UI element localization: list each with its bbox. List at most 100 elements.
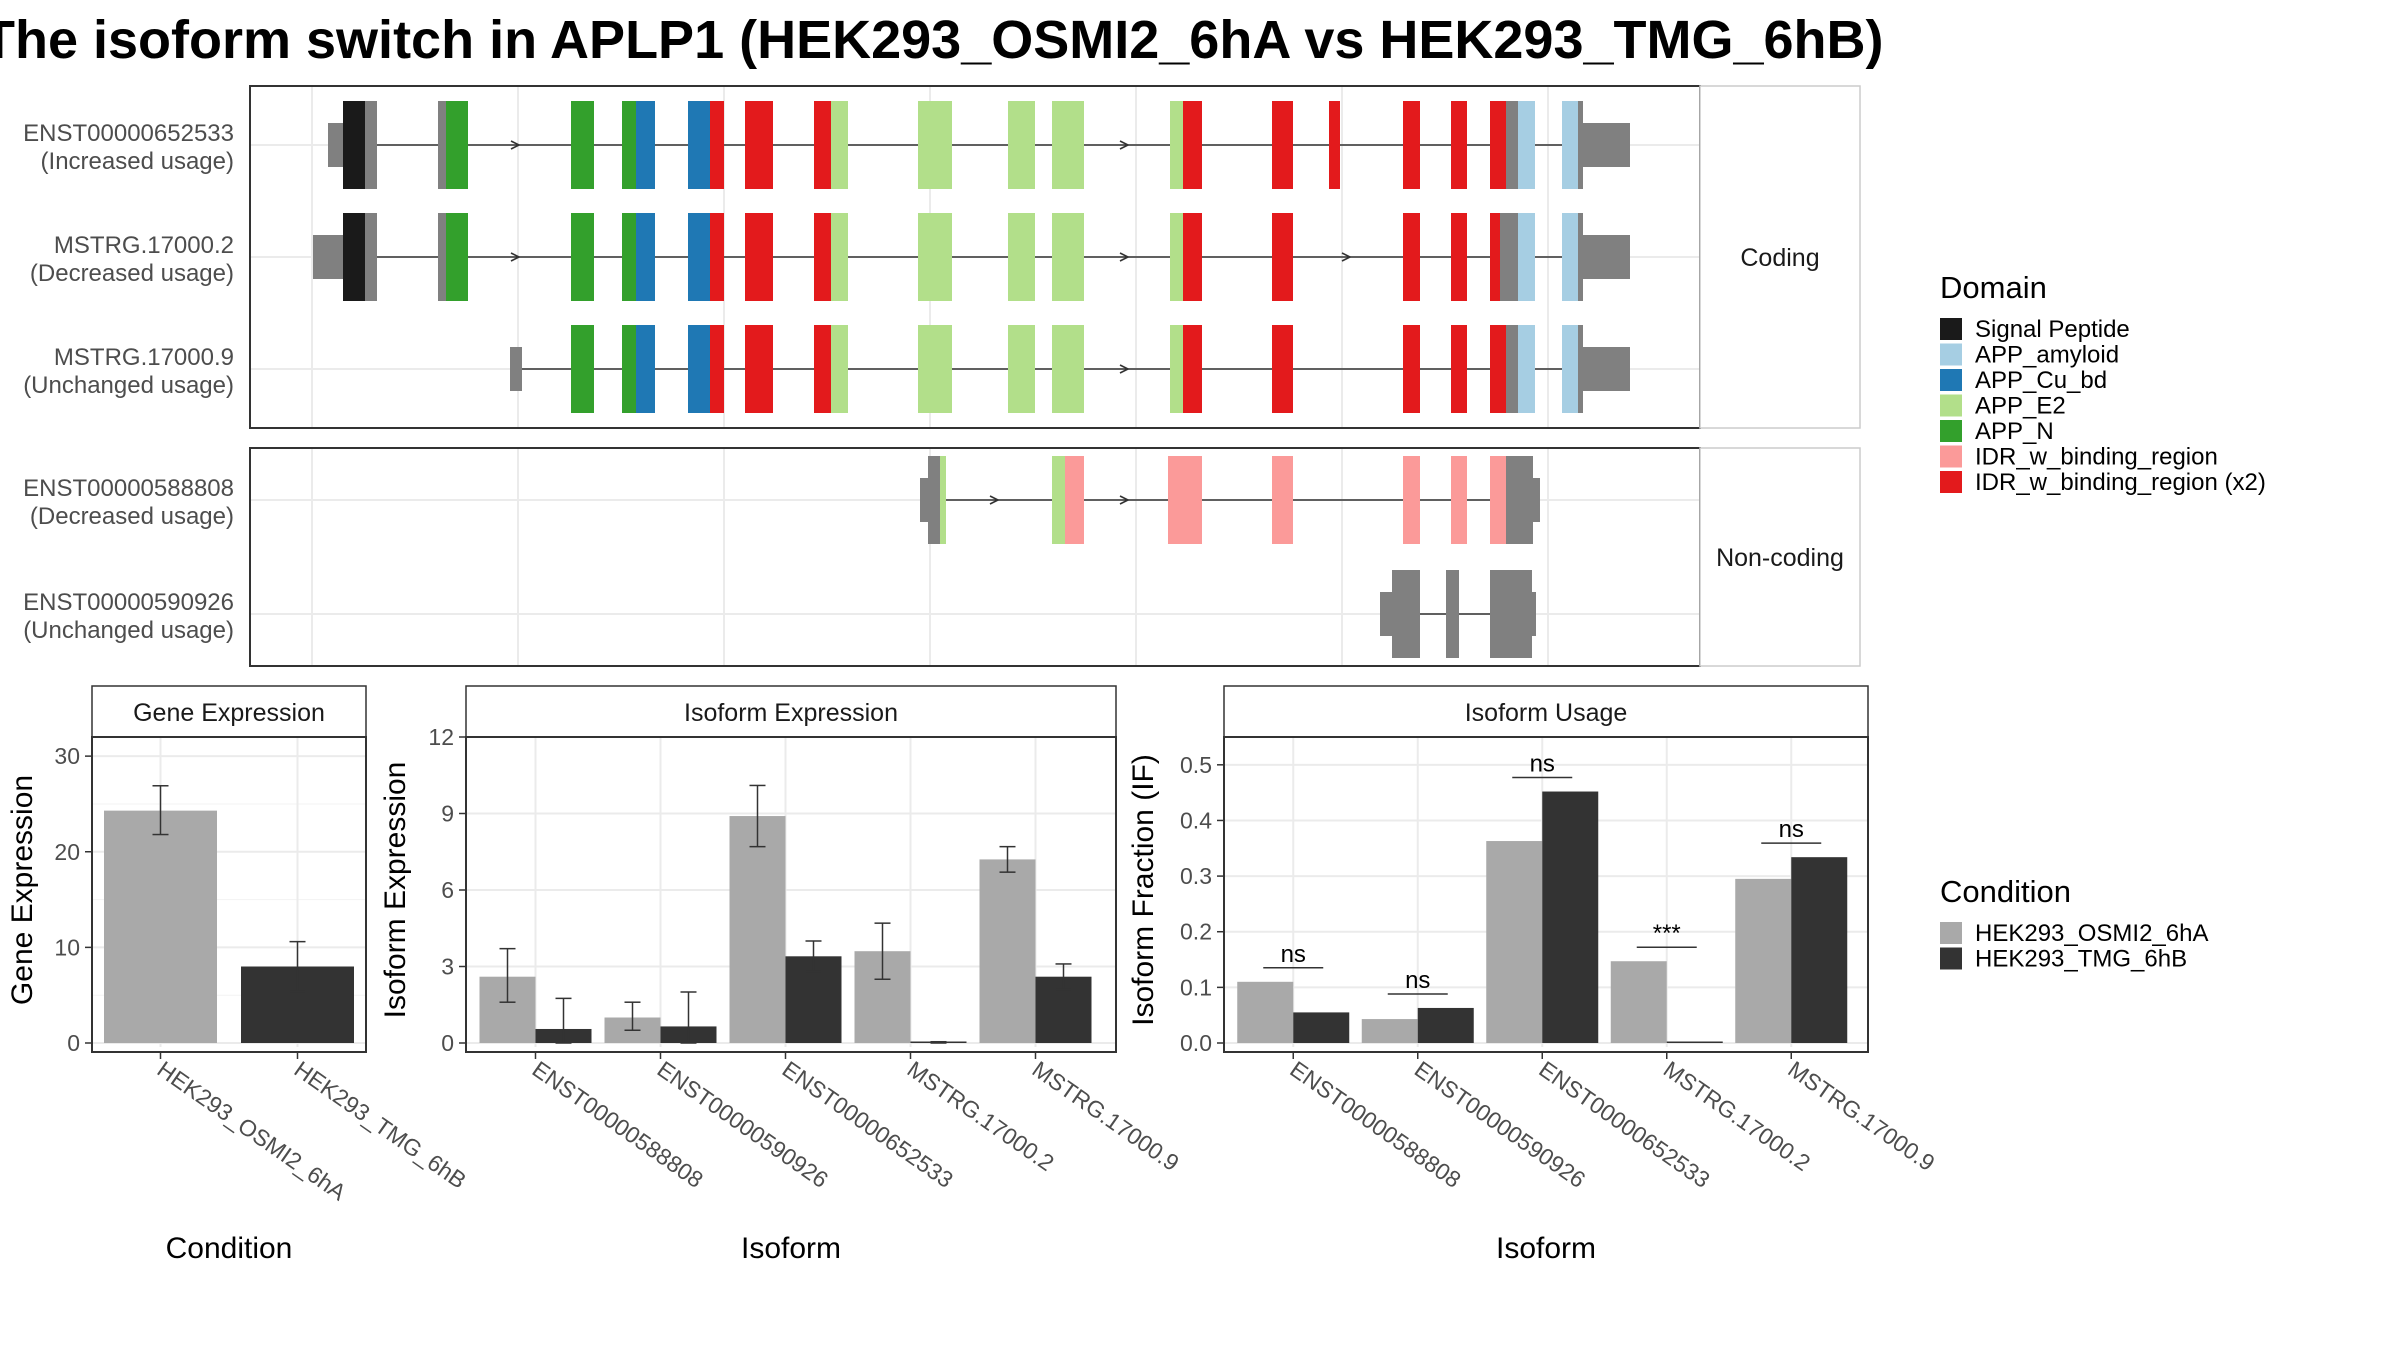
exon-domain	[710, 101, 724, 189]
legend-label: APP_E2	[1975, 393, 2066, 420]
exon-domain	[1052, 325, 1084, 413]
utr-block	[1578, 101, 1583, 189]
exon-domain	[1562, 101, 1578, 189]
utr-block	[438, 101, 446, 189]
exon-domain	[814, 213, 831, 301]
utr-block	[328, 123, 343, 167]
exon-domain	[1272, 213, 1293, 301]
y-tick-label: 20	[54, 839, 80, 865]
exon-domain	[1272, 325, 1293, 413]
exon-domain	[831, 325, 848, 413]
panel-strip	[1699, 85, 1861, 429]
direction-arrow	[1119, 140, 1130, 150]
exon-domain	[1183, 325, 1202, 413]
isoform-usage-label: (Unchanged usage)	[23, 617, 234, 644]
direction-arrow	[989, 495, 1000, 505]
y-axis-title: Isoform Fraction (IF)	[1127, 754, 1160, 1026]
exon-domain	[1490, 456, 1506, 544]
panel-strip-label: Coding	[1740, 244, 1819, 272]
exon-domain	[918, 213, 952, 301]
direction-arrow	[1119, 364, 1130, 374]
isoform-track	[313, 213, 1630, 301]
utr-block	[313, 235, 343, 279]
utr-block	[1578, 213, 1583, 301]
exon-domain	[710, 213, 724, 301]
exon-domain	[814, 101, 831, 189]
exon-domain	[831, 213, 848, 301]
legend-title: Condition	[1940, 874, 2071, 909]
panel-border	[249, 447, 1701, 667]
x-axis-title: Condition	[166, 1232, 293, 1265]
direction-arrow	[1119, 495, 1130, 505]
exon-domain	[622, 101, 636, 189]
isoform-label: ENST00000588808	[23, 475, 234, 502]
y-tick-label: 0.0	[1180, 1030, 1212, 1056]
exon-domain	[1490, 213, 1500, 301]
bar	[104, 810, 217, 1043]
isoform-structure-plot: ENST00000652533(Increased usage) MSTRG.17…	[23, 85, 1861, 667]
domain-legend: Domain Signal PeptideAPP_amyloidAPP_Cu_bd…	[1940, 270, 2266, 496]
significance-label: ***	[1653, 920, 1681, 947]
exon-domain	[918, 325, 952, 413]
exon-domain	[636, 101, 655, 189]
y-tick-label: 3	[441, 954, 454, 980]
chart-strip	[91, 685, 367, 738]
exon-domain	[1008, 213, 1035, 301]
chart-title: Isoform Usage	[1465, 699, 1628, 727]
exon-domain	[343, 101, 365, 189]
exon-domain	[1490, 101, 1506, 189]
y-tick-label: 9	[441, 801, 454, 827]
exon-domain	[1451, 213, 1467, 301]
x-axis-title: Isoform	[741, 1232, 841, 1265]
isoform-usage-label: (Decreased usage)	[30, 503, 234, 530]
legend-title: Domain	[1940, 270, 2047, 305]
utr-block	[1533, 478, 1540, 522]
exon-domain	[1052, 456, 1065, 544]
exon-domain	[1518, 325, 1535, 413]
exon-domain	[918, 101, 952, 189]
exon-domain	[745, 325, 773, 413]
isoform-label: ENST00000590926	[23, 589, 234, 616]
y-tick-label: 30	[54, 743, 80, 769]
exon-domain	[1403, 213, 1420, 301]
legend-label: IDR_w_binding_region (x2)	[1975, 469, 2266, 496]
exon-domain	[446, 101, 468, 189]
y-axis-title: Isoform Expression	[379, 762, 412, 1019]
exon-domain	[1562, 213, 1578, 301]
y-tick-label: 0.5	[1180, 752, 1212, 778]
figure-title: The isoform switch in APLP1 (HEK293_OSMI…	[0, 10, 1884, 70]
legend-key	[1940, 318, 1962, 340]
legend-label: IDR_w_binding_region	[1975, 444, 2218, 471]
exon-domain	[1008, 101, 1035, 189]
exon-domain	[688, 325, 710, 413]
legend-key	[1940, 420, 1962, 442]
significance-label: ns	[1530, 751, 1555, 778]
exon-domain	[1170, 213, 1183, 301]
bar	[1293, 1012, 1350, 1043]
utr-block	[365, 213, 377, 301]
legend-key	[1940, 369, 1962, 391]
utr-block	[1506, 456, 1533, 544]
isoform-track	[328, 101, 1630, 189]
direction-arrow	[510, 140, 521, 150]
exon-domain	[1052, 101, 1084, 189]
utr-block	[1392, 570, 1420, 658]
significance-label: ns	[1405, 967, 1430, 994]
utr-block	[1446, 570, 1459, 658]
exon-domain	[1451, 101, 1467, 189]
exon-domain	[571, 325, 594, 413]
exon-domain	[1562, 325, 1578, 413]
legend-label: APP_Cu_bd	[1975, 367, 2107, 394]
isoform-label: MSTRG.17000.2	[54, 232, 234, 259]
exon-domain	[446, 213, 468, 301]
isoform-label: MSTRG.17000.9	[54, 344, 234, 371]
y-tick-label: 0.2	[1180, 919, 1212, 945]
legend-label: HEK293_TMG_6hB	[1975, 946, 2187, 973]
exon-domain	[571, 101, 594, 189]
utr-block	[438, 213, 446, 301]
y-axis-title: Gene Expression	[6, 775, 39, 1005]
panel-border	[465, 736, 1117, 1053]
x-axis-title: Isoform	[1496, 1232, 1596, 1265]
